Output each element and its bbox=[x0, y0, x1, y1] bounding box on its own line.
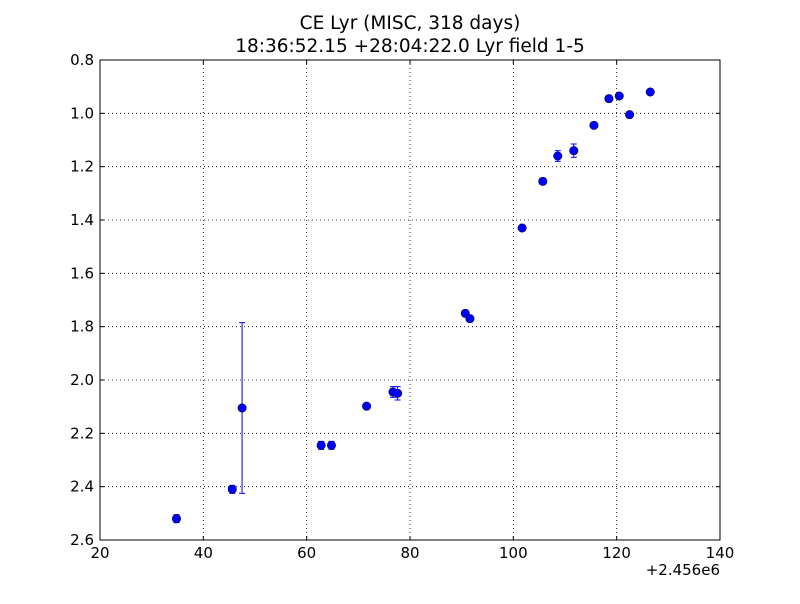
data-point bbox=[645, 87, 655, 97]
data-point bbox=[227, 484, 237, 494]
data-point bbox=[465, 314, 475, 324]
x-axis-offset-label: +2.456e6 bbox=[646, 561, 720, 579]
y-tick-label: 2.6 bbox=[70, 531, 94, 549]
y-tick-label: 2.4 bbox=[70, 478, 94, 496]
data-point bbox=[171, 514, 181, 524]
x-tick-label: 100 bbox=[499, 544, 528, 562]
plot-frame bbox=[99, 59, 721, 541]
grid-lines bbox=[100, 60, 720, 540]
data-point bbox=[316, 440, 326, 450]
x-tick-label: 120 bbox=[602, 544, 631, 562]
x-tick-label: 140 bbox=[706, 544, 735, 562]
data-point bbox=[538, 176, 548, 186]
data-point bbox=[362, 401, 372, 411]
data-point bbox=[553, 151, 563, 161]
y-tick-label: 1.4 bbox=[70, 211, 94, 229]
data-point bbox=[393, 388, 403, 398]
chart-title: CE Lyr (MISC, 318 days) bbox=[300, 13, 521, 34]
y-tick-label: 1.2 bbox=[70, 158, 94, 176]
data-point bbox=[614, 91, 624, 101]
y-axis-ticks: 0.8 1.0 1.2 1.4 1.6 1.8 2.0 2.2 2.4 2.6 bbox=[70, 51, 720, 549]
x-tick-label: 20 bbox=[90, 544, 109, 562]
data-point bbox=[237, 403, 247, 413]
x-axis-ticks: 20 40 60 80 100 120 140 bbox=[90, 60, 734, 562]
y-tick-label: 1.8 bbox=[70, 318, 94, 336]
data-point bbox=[589, 120, 599, 130]
data-point bbox=[326, 440, 336, 450]
data-point bbox=[569, 146, 579, 156]
y-tick-label: 1.6 bbox=[70, 264, 94, 282]
x-tick-label: 80 bbox=[400, 544, 419, 562]
y-tick-label: 2.2 bbox=[70, 424, 94, 442]
data-series bbox=[171, 87, 655, 524]
x-tick-label: 40 bbox=[194, 544, 213, 562]
data-point bbox=[517, 223, 527, 233]
y-tick-label: 1.0 bbox=[70, 104, 94, 122]
y-tick-label: 0.8 bbox=[70, 51, 94, 69]
chart-subtitle: 18:36:52.15 +28:04:22.0 Lyr field 1-5 bbox=[235, 36, 585, 57]
data-point bbox=[625, 110, 635, 120]
data-point bbox=[604, 94, 614, 104]
x-tick-label: 60 bbox=[297, 544, 316, 562]
y-tick-label: 2.0 bbox=[70, 371, 94, 389]
